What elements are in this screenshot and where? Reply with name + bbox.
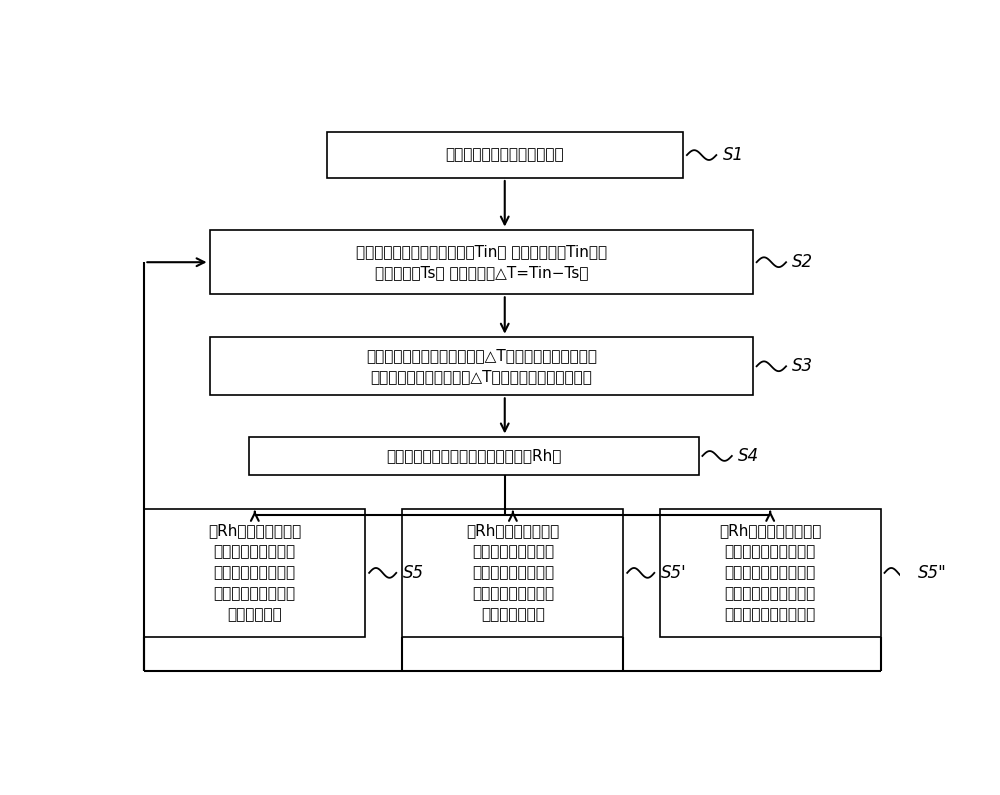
Bar xyxy=(249,437,698,475)
Text: S3: S3 xyxy=(792,357,813,375)
Bar xyxy=(210,230,753,294)
Bar xyxy=(210,337,753,395)
Bar xyxy=(660,509,881,637)
Text: 室内温度传感器检测室内温度Tin， 控制单元根据Tin和用
户设定温度Ts， 计算温度差△T=Tin−Ts；: 室内温度传感器检测室内温度Tin， 控制单元根据Tin和用 户设定温度Ts， 计… xyxy=(356,244,607,280)
Text: S1: S1 xyxy=(723,146,744,164)
Text: S4: S4 xyxy=(738,447,759,465)
Text: S5": S5" xyxy=(918,564,947,582)
Text: S5: S5 xyxy=(402,564,424,582)
Text: 当Rh大于或等于第一
预设湿度时，所述控
制单元控制所述空调
器除湿运行，持续第
一预设时间。: 当Rh大于或等于第一 预设湿度时，所述控 制单元控制所述空调 器除湿运行，持续第… xyxy=(208,523,301,622)
Text: S2: S2 xyxy=(792,254,813,271)
Bar xyxy=(144,509,365,637)
Text: 当Rh小于所述第一预设
湿度，而大于第二预设
湿度时，所述控制单元
控制所述空调器制冷运
行，持续第三预设时间: 当Rh小于所述第一预设 湿度，而大于第二预设 湿度时，所述控制单元 控制所述空调… xyxy=(719,523,821,622)
Text: 所述控制单元根据所述温度差△T，控制所述空调器制冷
或制热运行，以将温度差△T调节至预设温差范围内；: 所述控制单元根据所述温度差△T，控制所述空调器制冷 或制热运行，以将温度差△T调… xyxy=(366,348,597,384)
Bar xyxy=(402,509,623,637)
Text: 当Rh小于或等于所述
第二预设湿度时，所
述控制单元控制所述
空调器制冷运行，持
续第二预设时间: 当Rh小于或等于所述 第二预设湿度时，所 述控制单元控制所述 空调器制冷运行，持… xyxy=(466,523,560,622)
Text: S5': S5' xyxy=(661,564,686,582)
Text: 开启空调器的恒温除湿功能；: 开启空调器的恒温除湿功能； xyxy=(445,148,564,163)
Text: 室内湿度传感器检测室内的相对湿度Rh；: 室内湿度传感器检测室内的相对湿度Rh； xyxy=(386,448,561,463)
Bar xyxy=(326,132,683,178)
